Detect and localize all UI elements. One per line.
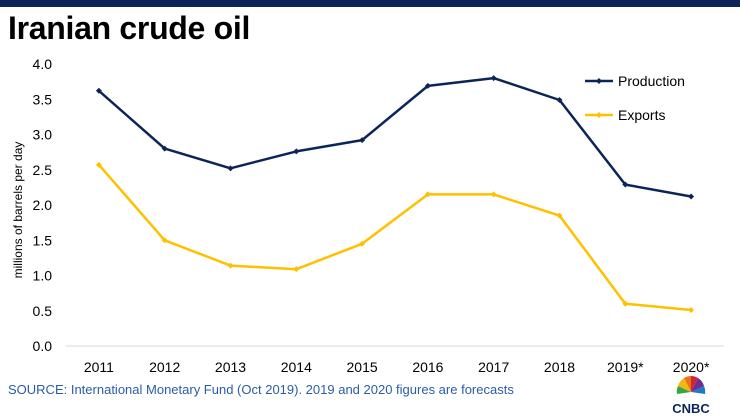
- legend-marker-production: [596, 78, 602, 84]
- legend-label-production: Production: [618, 73, 685, 89]
- x-tick-label: 2014: [281, 359, 312, 375]
- legend-label-exports: Exports: [618, 107, 665, 123]
- data-point-production: [359, 137, 366, 144]
- chart-title: Iranian crude oil: [8, 10, 251, 46]
- data-point-production: [424, 82, 431, 89]
- data-point-exports: [688, 307, 695, 314]
- x-tick-label: 2012: [149, 359, 180, 375]
- data-point-exports: [293, 266, 300, 273]
- cnbc-logo: CNBC: [672, 376, 710, 416]
- x-tick-label: 2011: [84, 359, 114, 375]
- series-line-exports: [97, 163, 692, 312]
- data-point-exports: [424, 191, 431, 198]
- y-tick-label: 2.0: [33, 197, 53, 213]
- data-point-exports: [227, 262, 234, 269]
- data-point-exports: [622, 300, 629, 307]
- y-tick-label: 1.0: [33, 268, 53, 284]
- x-tick-label: 2015: [347, 359, 378, 375]
- y-tick-label: 0.5: [33, 303, 53, 319]
- y-tick-label: 4.0: [33, 56, 53, 72]
- data-point-exports: [490, 191, 497, 198]
- data-point-exports: [556, 212, 563, 219]
- y-axis-label: millions of barrels per day: [11, 142, 25, 279]
- data-point-exports: [359, 240, 366, 247]
- data-point-production: [490, 75, 497, 82]
- x-tick-label: 2017: [478, 359, 509, 375]
- y-tick-label: 3.5: [33, 91, 53, 107]
- top-accent-bar: [0, 0, 740, 7]
- legend-marker-exports: [596, 112, 602, 118]
- data-point-exports: [95, 161, 102, 168]
- data-point-production: [293, 148, 300, 155]
- y-tick-label: 3.0: [33, 127, 53, 143]
- data-point-production: [622, 181, 629, 188]
- x-tick-label: 2016: [412, 359, 443, 375]
- logo-text: CNBC: [672, 401, 710, 416]
- data-point-production: [95, 87, 102, 94]
- x-tick-label: 2020*: [673, 359, 710, 375]
- x-tick-label: 2018: [544, 359, 575, 375]
- data-point-production: [227, 165, 234, 172]
- data-point-exports: [161, 237, 168, 244]
- data-point-production: [556, 96, 563, 103]
- y-tick-label: 2.5: [33, 162, 53, 178]
- y-tick-label: 0.0: [33, 338, 53, 354]
- x-tick-label: 2019*: [607, 359, 644, 375]
- series-line-production: [98, 76, 692, 198]
- data-point-production: [161, 145, 168, 152]
- data-point-production: [688, 193, 695, 200]
- x-tick-label: 2013: [215, 359, 246, 375]
- y-tick-label: 1.5: [33, 232, 53, 248]
- source-note: SOURCE: International Monetary Fund (Oct…: [8, 382, 514, 397]
